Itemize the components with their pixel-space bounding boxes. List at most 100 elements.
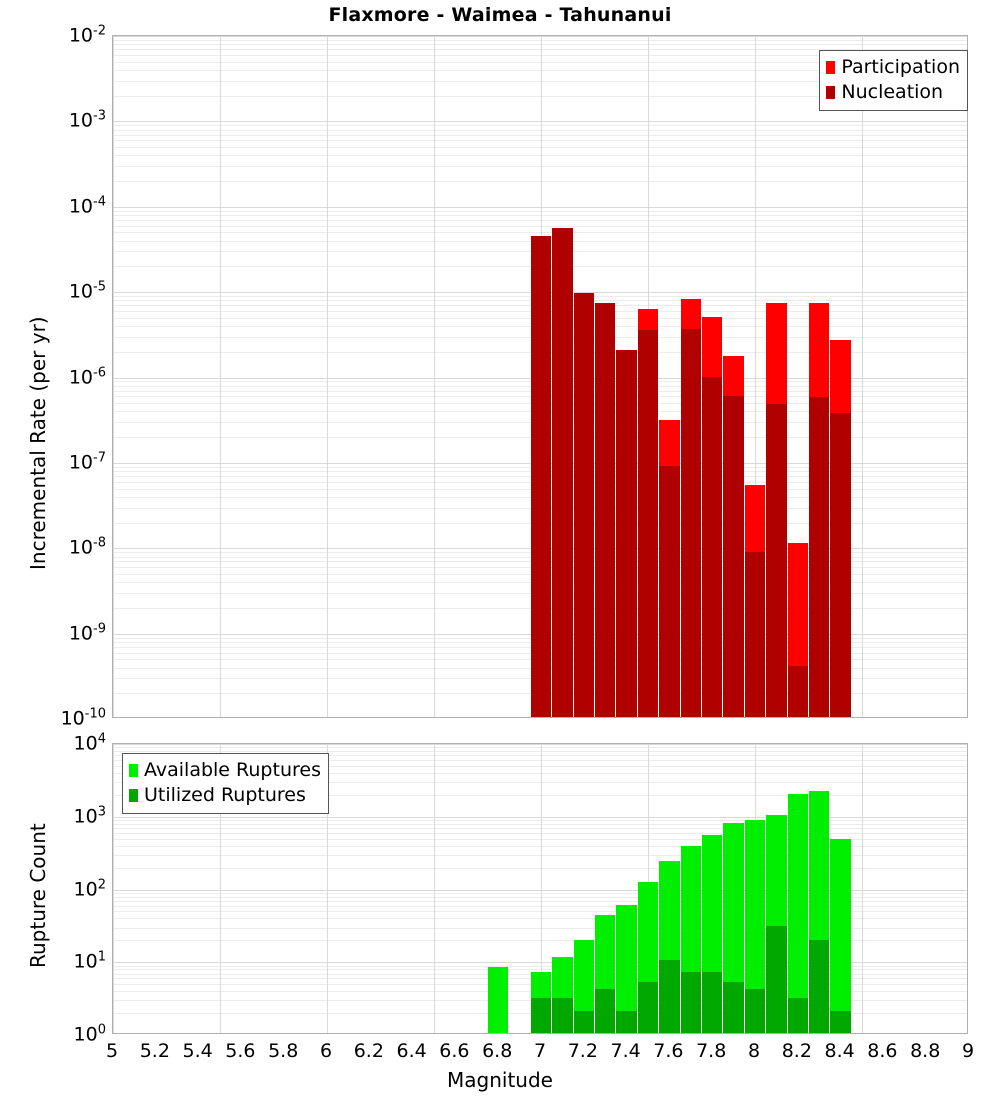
utilized-ruptures-segment	[702, 971, 723, 1033]
gridline-minor	[113, 794, 967, 796]
legend-label-available-ruptures: Available Ruptures	[144, 759, 321, 781]
y-tick-label: 10-9	[68, 620, 106, 645]
x-tick-label: 9	[961, 1040, 975, 1062]
top-bar	[680, 36, 701, 717]
y-tick-label: 10-2	[68, 23, 106, 47]
gridline-minor	[113, 155, 967, 157]
gridline-major	[113, 962, 967, 964]
x-tick-label: 7.6	[653, 1040, 684, 1062]
bottom-bar	[595, 744, 616, 1033]
y-tick-label: 10-3	[68, 108, 106, 133]
rupture-count-plot	[112, 743, 968, 1034]
x-tick-label: 8.2	[781, 1040, 812, 1062]
gridline-minor	[113, 838, 967, 840]
utilized-ruptures-segment	[723, 982, 744, 1033]
gridline-minor	[113, 820, 967, 822]
gridline-minor	[113, 95, 967, 97]
gridline-vertical	[327, 36, 328, 717]
bottom-y-axis-title: Rupture Count	[26, 823, 50, 968]
gridline-minor	[113, 181, 967, 183]
utilized-ruptures-segment	[766, 925, 787, 1033]
x-tick-label: 7	[533, 1040, 547, 1062]
utilized-ruptures-segment	[680, 971, 701, 1033]
gridline-vertical	[220, 36, 221, 717]
nucleation-segment	[616, 349, 637, 717]
utilized-ruptures-segment	[787, 998, 808, 1033]
y-tick-label: 102	[73, 876, 106, 901]
x-tick-label: 6.4	[396, 1040, 427, 1062]
gridline-minor	[113, 140, 967, 142]
nucleation-segment	[787, 665, 808, 717]
gridline-major	[113, 121, 967, 123]
nucleation-segment	[659, 465, 680, 717]
top-bar	[787, 36, 808, 717]
available-ruptures-segment	[723, 823, 744, 1033]
legend-label-utilized-ruptures: Utilized Ruptures	[144, 784, 306, 806]
x-tick-label: 8	[747, 1040, 761, 1062]
gridline-minor	[113, 215, 967, 217]
bottom-bar	[616, 744, 637, 1033]
nucleation-segment	[573, 293, 594, 717]
nucleation-segment	[637, 330, 659, 717]
nucleation-swatch-icon	[826, 86, 836, 99]
utilized-ruptures-segment	[659, 960, 680, 1033]
gridline-minor	[113, 80, 967, 82]
page-title: Flaxmore - Waimea - Tahunanui	[328, 4, 672, 26]
gridline-minor	[113, 854, 967, 856]
top-bar	[809, 36, 830, 717]
y-tick-label: 101	[73, 949, 106, 973]
x-tick-label: 8.6	[867, 1040, 898, 1062]
gridline-vertical	[862, 744, 863, 1033]
utilized-ruptures-segment	[637, 982, 659, 1033]
gridline-vertical	[220, 744, 221, 1033]
top-bar	[744, 36, 766, 717]
gridline-minor	[113, 134, 967, 136]
bottom-bar	[530, 744, 552, 1033]
gridline-minor	[113, 965, 967, 967]
gridline-minor	[113, 782, 967, 784]
nucleation-segment	[744, 552, 766, 717]
gridline-minor	[113, 69, 967, 71]
x-tick-label: 6.8	[482, 1040, 513, 1062]
top-bar	[766, 36, 787, 717]
gridline-minor	[113, 129, 967, 131]
participation-swatch-icon	[826, 61, 836, 74]
gridline-minor	[113, 832, 967, 834]
y-tick-label: 10-10	[60, 706, 106, 730]
y-tick-label: 10-4	[68, 194, 106, 218]
gridline-vertical	[541, 744, 542, 1033]
gridline-minor	[113, 751, 967, 753]
gridline-minor	[113, 54, 967, 56]
y-tick-label: 103	[73, 804, 106, 828]
x-tick-label: 6.2	[353, 1040, 384, 1062]
bottom-bar	[809, 744, 830, 1033]
bottom-bar	[488, 744, 509, 1033]
gridline-minor	[113, 765, 967, 767]
utilized-ruptures-swatch-icon	[129, 789, 138, 802]
gridline-vertical	[113, 744, 114, 1033]
gridline-minor	[113, 896, 967, 898]
gridline-minor	[113, 892, 967, 894]
available-ruptures-swatch-icon	[129, 764, 138, 777]
nucleation-segment	[809, 396, 830, 717]
nucleation-segment	[680, 329, 701, 717]
gridline-major	[113, 816, 967, 818]
x-tick-label: 5.4	[182, 1040, 213, 1062]
x-tick-label: 5.8	[268, 1040, 299, 1062]
top-bar	[637, 36, 659, 717]
available-ruptures-segment	[573, 939, 594, 1033]
utilized-ruptures-segment	[744, 989, 766, 1033]
y-tick-label: 10-8	[68, 535, 106, 559]
top-bar	[595, 36, 616, 717]
available-ruptures-segment	[787, 794, 808, 1033]
gridline-minor	[113, 845, 967, 847]
gridline-vertical	[755, 36, 756, 717]
available-ruptures-segment	[830, 839, 851, 1033]
incremental-rate-plot	[112, 35, 968, 718]
y-tick-label: 104	[73, 731, 106, 755]
utilized-ruptures-segment	[530, 998, 552, 1033]
gridline-minor	[113, 225, 967, 227]
x-tick-label: 8.4	[824, 1040, 855, 1062]
gridline-minor	[113, 900, 967, 902]
gridline-vertical	[434, 36, 435, 717]
